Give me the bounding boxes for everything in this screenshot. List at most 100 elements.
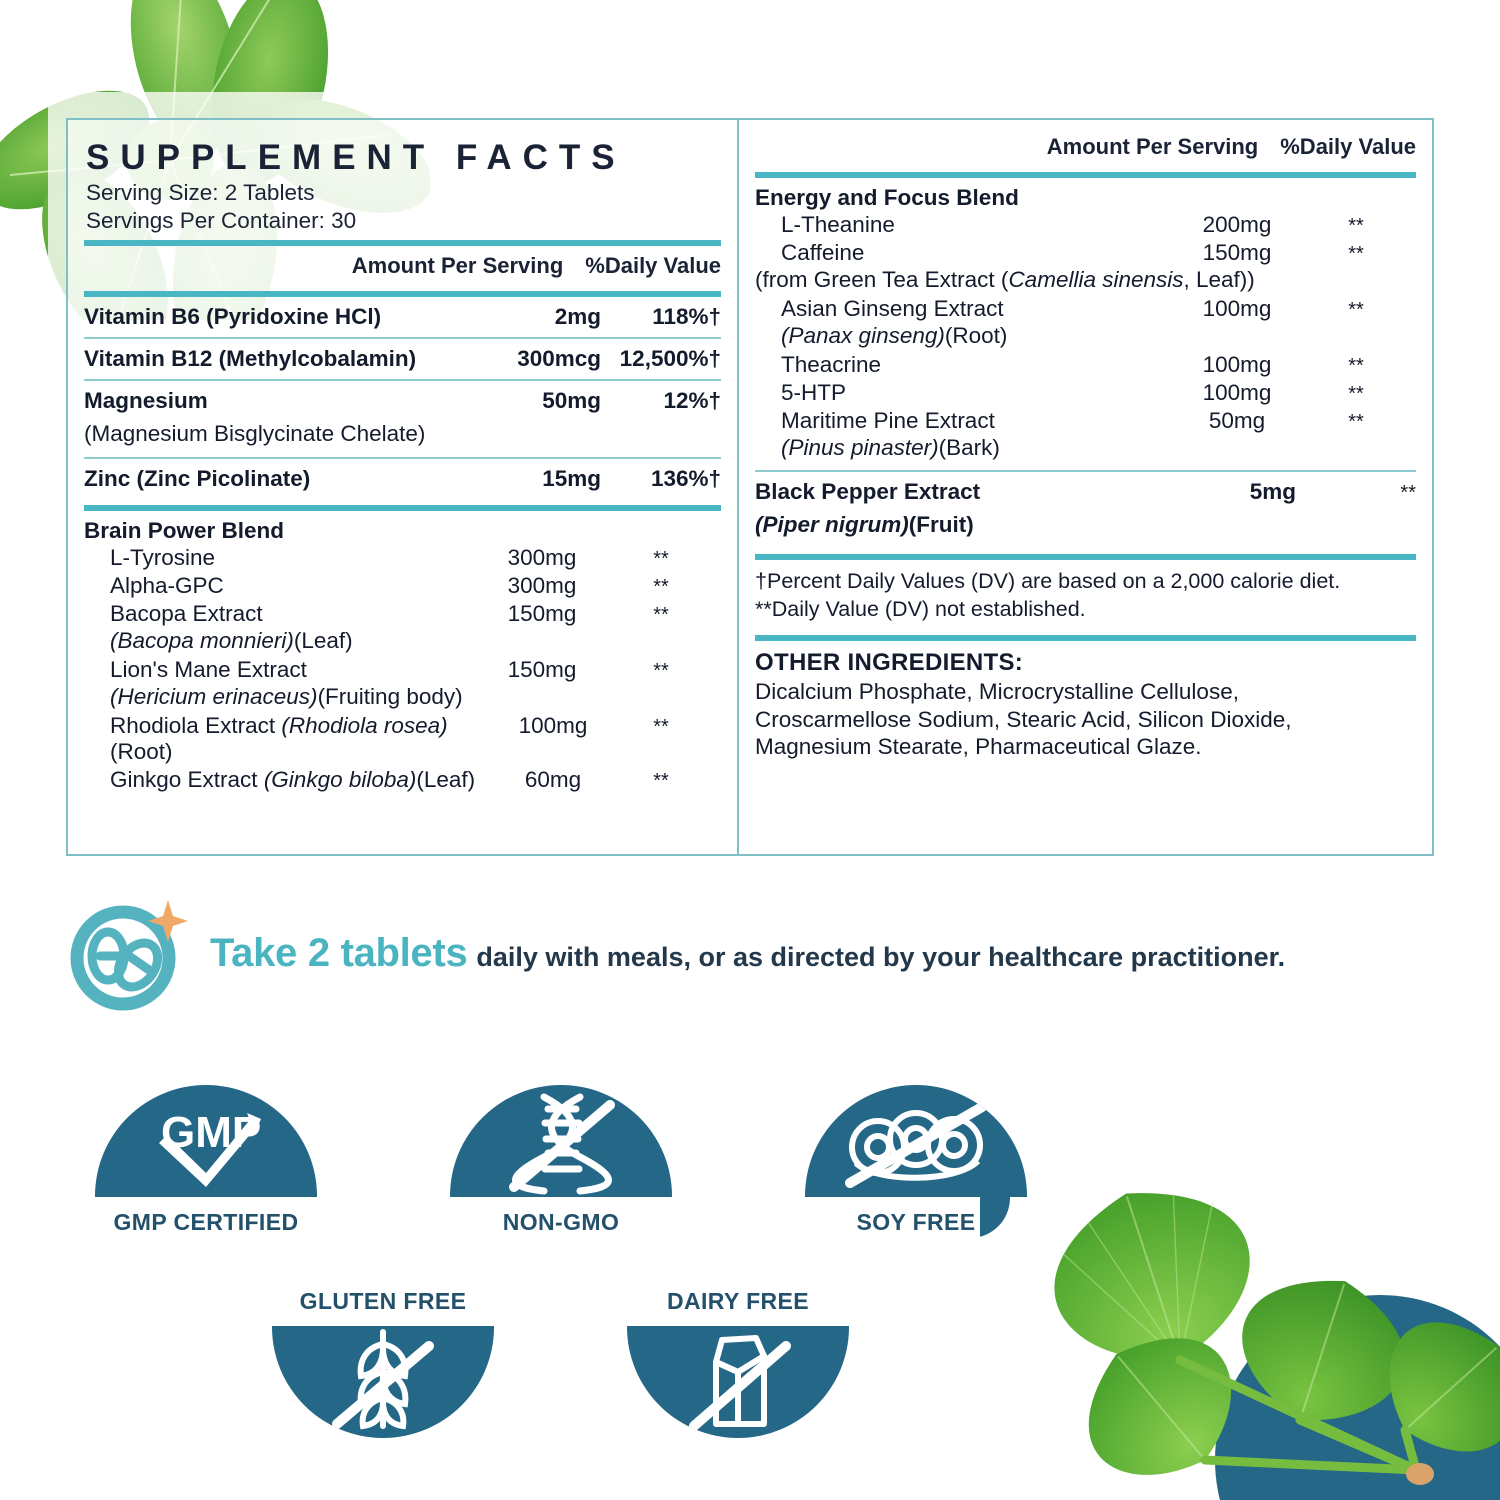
latin-name: (Rhodiola rosea) [281,713,448,739]
rule-thick-top [84,240,722,247]
badge-non-gmo: NON-GMO [450,1085,672,1270]
nutrient-source: (Piper nigrum)(Fruit) [755,512,1416,540]
serving-size: Serving Size: 2 Tablets [86,180,315,205]
badge-label: DAIRY FREE [666,1288,810,1314]
ingredient-amount: 100mg [1202,380,1272,405]
ingredient-amount: 50mg [1208,408,1266,433]
dna-strikethrough-icon [450,1085,672,1197]
servings-per-container: Servings Per Container: 30 [86,207,357,233]
table-row: Caffeine 150mg ** [755,239,1416,267]
table-row: Magnesium 50mg 12%† [84,381,721,421]
ingredient-name: L-Theanine [781,212,895,237]
wheat-strikethrough-icon [272,1326,494,1438]
ingredient-dv: ** [1348,299,1364,321]
table-row: Maritime Pine Extract 50mg ** [755,407,1416,435]
ingredient-amount: 150mg [1202,240,1272,265]
ingredient-name: Lion's Mane Extract [110,657,307,683]
other-ingredients-line: Magnesium Stearate, Pharmaceutical Glaze… [755,734,1202,760]
ingredient-dv: ** [1348,215,1364,237]
badge-dairy-free: DAIRY FREE [627,1288,849,1493]
nutrient-name: Vitamin B12 (Methylcobalamin) [84,346,417,372]
row-divider [84,379,722,382]
row-divider [84,337,722,340]
header-amount-per-serving: Amount Per Serving [351,253,564,279]
ingredient-common-name: Rhodiola Extract [110,713,282,739]
badge-label: SOY FREE [856,1209,976,1235]
ingredient-source: (Pinus pinaster)(Bark) [755,435,1416,463]
ingredient-name: Bacopa Extract [110,601,263,627]
nutrient-dv: 118%† [652,304,722,330]
ingredient-dv: ** [653,660,669,683]
supplement-facts-right-column: Amount Per Serving %Daily Value Energy a… [739,120,1432,854]
nutrient-dv: 12,500%† [619,346,722,372]
ingredient-amount: 100mg [1202,352,1272,377]
table-row: Ginkgo Extract (Ginkgo biloba)(Leaf) 60m… [84,766,721,794]
row-divider [84,457,722,460]
nutrient-amount: 15mg [542,466,602,492]
ingredient-dv: ** [653,604,669,627]
ingredient-name: Alpha-GPC [110,573,224,599]
plant-part: (Root) [944,323,1008,348]
ingredient-name: Asian Ginseng Extract [781,296,1004,321]
table-row: L-Tyrosine 300mg ** [84,544,721,572]
badge-label: GMP CERTIFIED [113,1209,299,1235]
latin-name: (Panax ginseng) [781,323,945,348]
plant-part: (Bark) [938,435,1000,460]
footnote-not-established: **Daily Value (DV) not established. [755,597,1086,622]
gmp-shield-icon: GMP [95,1085,317,1197]
ingredient-amount: 100mg [518,713,588,739]
footnote-daily-value: †Percent Daily Values (DV) are based on … [755,569,1341,593]
table-row: L-Theanine 200mg ** [755,211,1416,239]
ingredient-amount: 200mg [1202,212,1272,237]
directions-dose: Take 2 tablets [210,931,468,975]
table-row: Alpha-GPC 300mg ** [84,572,721,600]
nutrient-name: Magnesium [84,388,208,414]
ingredient-amount: 150mg [507,601,577,627]
ingredient-name: Theacrine [781,352,882,377]
ingredient-source: (Bacopa monnieri)(Leaf) [84,628,721,656]
ingredient-name: Caffeine [781,240,865,265]
latin-name: (Piper nigrum) [755,512,909,537]
rule-thick-above-blend [84,505,722,512]
plant-part: (Fruit) [908,512,974,537]
nutrient-amount: 5mg [1249,479,1296,504]
header-amount-per-serving: Amount Per Serving [1046,134,1259,159]
ingredient-name: Rhodiola Extract (Rhodiola rosea) (Root) [84,713,505,765]
supplement-facts-panel: SUPPLEMENT FACTS Serving Size: 2 Tablets… [66,118,1434,856]
ingredient-dv: ** [1348,383,1364,405]
column-headers: Amount Per Serving %Daily Value [755,120,1416,166]
ingredient-dv: ** [1348,411,1364,433]
table-row: Theacrine 100mg ** [755,351,1416,379]
pill-capsules-icon [70,894,188,1012]
ingredient-name: Maritime Pine Extract [781,408,995,433]
ingredient-name: Ginkgo Extract (Ginkgo biloba)(Leaf) [84,767,505,793]
table-row: Rhodiola Extract (Rhodiola rosea)(Root) … [84,712,721,766]
plant-part: (Leaf) [416,767,476,793]
table-row: 5-HTP 100mg ** [755,379,1416,407]
badge-soy-free: SOY FREE [805,1085,1027,1270]
rule-thick-above-other-ingredients [755,635,1416,642]
header-daily-value: %Daily Value [585,253,722,279]
source-suffix: , Leaf)) [1183,267,1255,292]
nutrient-dv: ** [1400,482,1416,504]
rule-thick-below-headers [84,291,722,298]
ingredient-amount: 150mg [507,657,577,683]
nutrient-name: Zinc (Zinc Picolinate) [84,466,311,492]
nutrient-amount: 2mg [554,304,602,330]
other-ingredients-line: Croscarmellose Sodium, Stearic Acid, Sil… [755,706,1292,732]
nutrient-name: Vitamin B6 (Pyridoxine HCl) [84,304,382,330]
ingredient-source: (from Green Tea Extract (Camellia sinens… [755,267,1416,295]
ingredient-source: (Panax ginseng)(Root) [755,323,1416,351]
table-row: Black Pepper Extract 5mg ** [755,472,1416,512]
rule-thick-above-footnote [755,554,1416,560]
certification-badges-bottom-row: GLUTEN FREE DAIRY FREE [272,1288,852,1493]
ingredient-amount: 60mg [524,767,582,793]
latin-name: (Hericium erinaceus) [110,684,318,710]
ingredient-dv: ** [653,548,669,571]
column-headers: Amount Per Serving %Daily Value [84,246,721,285]
source-prefix: (from Green Tea Extract ( [755,267,1009,292]
table-row: Lion's Mane Extract 150mg ** [84,656,721,684]
ingredient-dv: ** [1348,355,1364,377]
other-ingredients-heading: OTHER INGREDIENTS: [755,649,1024,677]
nutrient-dv: 136%† [650,466,722,492]
